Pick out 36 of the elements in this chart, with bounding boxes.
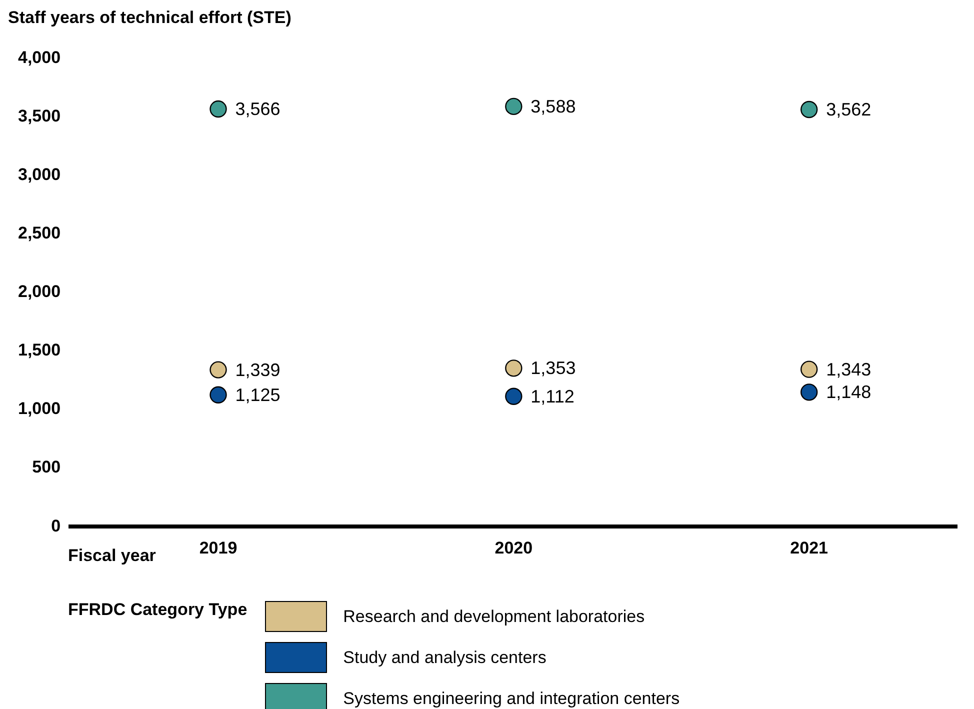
y-tick-label: 4,000 bbox=[18, 48, 61, 67]
x-tick-label: 2019 bbox=[199, 538, 238, 558]
data-label: 3,588 bbox=[530, 96, 576, 116]
y-tick-label: 3,500 bbox=[18, 106, 61, 126]
point bbox=[800, 360, 818, 378]
y-tick-label: 2,000 bbox=[18, 282, 61, 302]
y-tick-label: 1,000 bbox=[18, 399, 61, 418]
data-label: 1,148 bbox=[826, 382, 872, 402]
data-label: 1,343 bbox=[826, 359, 872, 380]
legend-label: Study and analysis centers bbox=[343, 648, 546, 668]
point bbox=[505, 388, 522, 405]
point bbox=[800, 384, 818, 401]
legend-label: Research and development laboratories bbox=[343, 606, 645, 626]
legend-title: FFRDC Category Type bbox=[68, 600, 248, 621]
point bbox=[505, 98, 522, 116]
point bbox=[210, 361, 227, 378]
point bbox=[210, 100, 227, 118]
y-tick-label: 1,500 bbox=[18, 340, 61, 360]
data-label: 3,566 bbox=[235, 98, 280, 119]
x-tick-label: 2020 bbox=[494, 538, 533, 558]
data-label: 3,562 bbox=[826, 99, 872, 120]
y-axis-title: Staff years of technical effort (STE) bbox=[8, 8, 292, 28]
legend-label: Systems engineering and integration centers bbox=[343, 688, 680, 708]
y-tick-label: 500 bbox=[32, 458, 61, 477]
data-label: 1,353 bbox=[530, 358, 576, 378]
y-tick-label: 3,000 bbox=[18, 164, 61, 184]
point bbox=[210, 386, 227, 404]
y-tick-label: 0 bbox=[51, 516, 61, 536]
x-tick-label: 2021 bbox=[790, 538, 828, 558]
data-label: 1,112 bbox=[530, 386, 574, 406]
data-label: 1,125 bbox=[235, 384, 280, 405]
data-label: 1,339 bbox=[235, 360, 280, 380]
point bbox=[800, 100, 818, 118]
y-tick-label: 2,500 bbox=[18, 224, 61, 243]
point bbox=[505, 360, 522, 377]
x-axis-title: Fiscal year bbox=[68, 546, 156, 566]
